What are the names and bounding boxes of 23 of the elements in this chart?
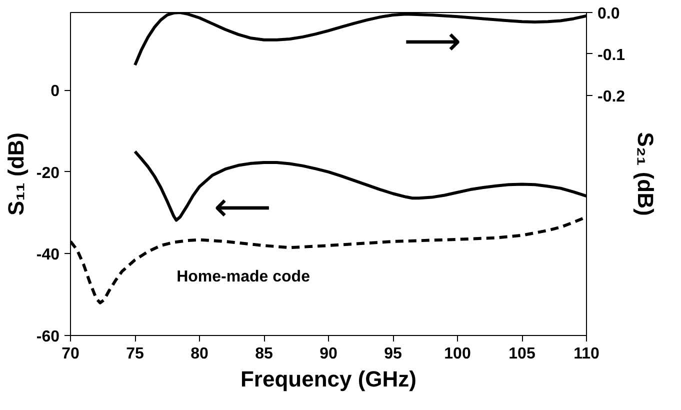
x-tick-label: 80 [190,346,208,362]
y-tick-label: -60 [36,328,60,346]
y2-axis-title: S₂₁ (dB) [633,132,658,216]
annotation: ⟵ [214,184,272,230]
x-tick-label: 95 [384,346,402,362]
x-tick-label: 70 [62,346,80,362]
x-axis-title: Frequency (GHz) [240,366,417,392]
x-tick-label: 85 [255,346,273,362]
y-tick-label: -20 [36,164,60,182]
line-series [134,150,586,222]
x-tick-label: 110 [574,346,600,362]
y-tick-label: 0 [50,83,60,100]
annotation: ⟶ [404,18,462,64]
x-tick-label: 105 [508,346,536,362]
x-tick-label: 90 [320,346,338,362]
y2-tick-label: -0.2 [598,88,626,106]
x-tick-label: 100 [444,346,471,362]
y2-tick-label: 0.0 [598,6,620,22]
series-label: Home-made code [176,268,310,286]
y-tick-label: -40 [36,246,60,264]
x-tick-label: 75 [126,346,144,362]
y-axis-title: S₁₁ (dB) [3,132,28,216]
y2-tick-label: -0.1 [598,46,626,64]
